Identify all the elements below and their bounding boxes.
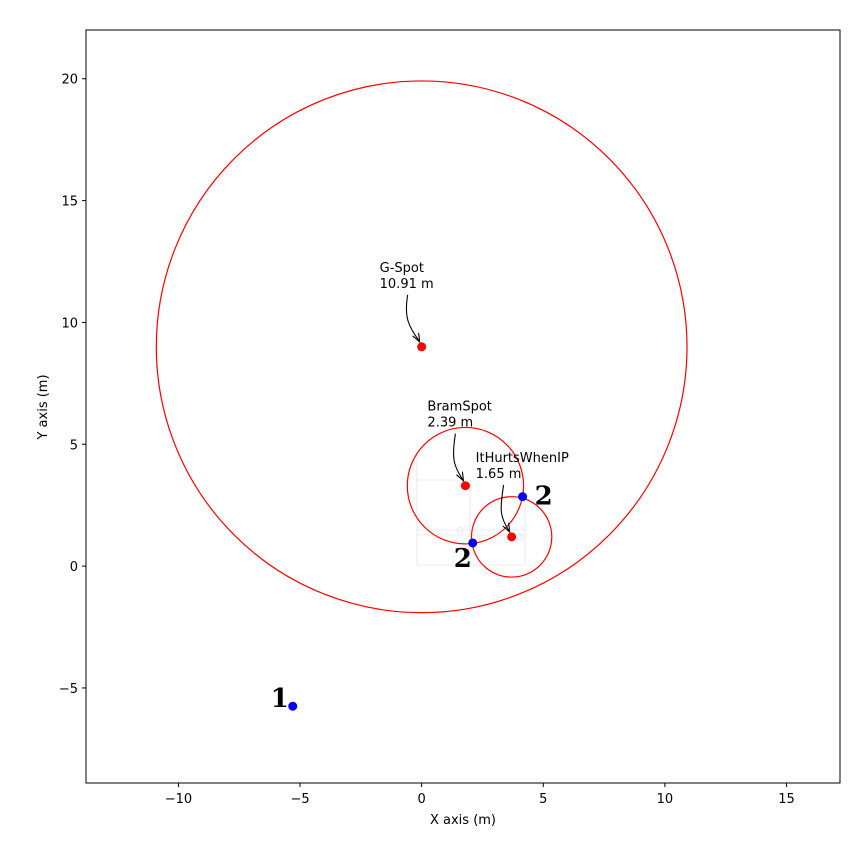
x-axis-label: X axis (m) (430, 813, 496, 828)
y-tick-label: 15 (61, 195, 78, 210)
spot-name-label: ItHurtsWhenIP (476, 451, 569, 466)
x-tick-label: 0 (418, 792, 426, 807)
marker-point (518, 492, 528, 502)
spot-radius-label: 10.91 m (380, 277, 434, 292)
x-tick-label: −5 (290, 792, 309, 807)
x-tick-label: 5 (539, 792, 547, 807)
radius-circle-ithurtswhenip (470, 496, 553, 578)
spot-name-label: BramSpot (427, 400, 491, 415)
marker-point (288, 701, 298, 711)
marker-point (468, 538, 478, 548)
x-axis-ticks: −10 −5 0 5 10 15 (165, 783, 795, 807)
plot-frame (85, 29, 841, 784)
y-tick-label: 0 (70, 560, 78, 575)
y-tick-label: 10 (61, 316, 78, 331)
y-axis-label: Y axis (m) (36, 374, 51, 440)
radius-circles (155, 80, 688, 614)
marker-label: 1 (271, 684, 289, 714)
annotation-arrow (500, 484, 511, 533)
spot-point-ithurtswhenip (507, 532, 517, 542)
marker-label: 2 (454, 544, 472, 574)
spot-radius-label: 1.65 m (476, 467, 522, 482)
spot-point-bramspot (460, 481, 470, 491)
annotation-arrowhead (502, 522, 511, 534)
x-tick-label: 15 (778, 792, 795, 807)
annotation-arrowhead (456, 471, 465, 483)
x-tick-label: 10 (657, 792, 674, 807)
marker-label: 2 (535, 482, 553, 512)
y-axis-ticks: −5 0 5 10 15 20 (59, 73, 86, 697)
annotation-arrow (405, 294, 421, 343)
spot-point-g-spot (417, 342, 427, 352)
radius-circle-bramspot (406, 426, 525, 545)
radius-circle-g-spot (155, 80, 688, 614)
annotation-arrowhead (412, 332, 421, 344)
annotation-arrow (453, 433, 464, 482)
x-tick-label: −10 (165, 792, 192, 807)
spot-radius-label: 2.39 m (427, 416, 473, 431)
y-tick-label: −5 (59, 682, 78, 697)
y-tick-label: 20 (61, 73, 78, 88)
y-tick-label: 5 (70, 438, 78, 453)
spot-name-label: G-Spot (380, 261, 424, 276)
data-marks (288, 342, 528, 711)
plot-background (86, 30, 840, 783)
